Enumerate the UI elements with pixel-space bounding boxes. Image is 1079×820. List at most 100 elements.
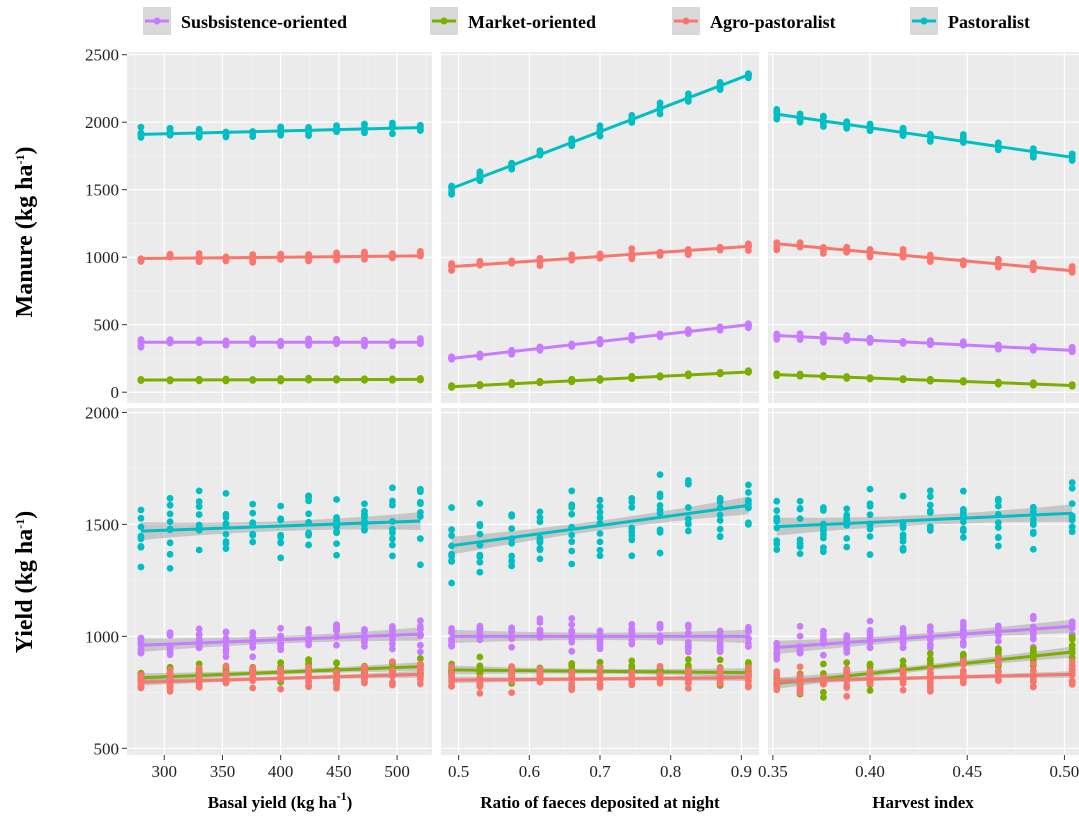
data-point bbox=[926, 507, 934, 515]
y-tick-label: 500 bbox=[94, 739, 120, 758]
panel-background bbox=[127, 408, 432, 755]
facet-panels bbox=[127, 52, 1079, 755]
data-point bbox=[166, 550, 174, 558]
data-point bbox=[1029, 508, 1037, 515]
series-group bbox=[448, 614, 752, 656]
data-point bbox=[819, 112, 827, 120]
data-point bbox=[926, 501, 934, 509]
data-point bbox=[476, 662, 484, 670]
data-point bbox=[684, 504, 692, 511]
data-point bbox=[899, 668, 907, 675]
data-point bbox=[277, 531, 285, 539]
data-point bbox=[195, 498, 203, 505]
data-point bbox=[866, 644, 874, 652]
data-point bbox=[195, 630, 203, 638]
data-point bbox=[361, 500, 368, 508]
data-point bbox=[959, 534, 967, 541]
data-point bbox=[249, 653, 257, 661]
data-point bbox=[166, 629, 174, 637]
y-tick-label: 2000 bbox=[85, 403, 119, 422]
data-point bbox=[568, 503, 576, 511]
data-point bbox=[819, 651, 827, 659]
data-point bbox=[568, 560, 576, 568]
x-tick-label: 0.5 bbox=[448, 762, 469, 781]
x-axis-title: Harvest index bbox=[872, 793, 974, 812]
series-group bbox=[773, 612, 1076, 663]
data-point bbox=[773, 514, 781, 522]
data-point bbox=[476, 689, 484, 697]
x-tick-label: 400 bbox=[268, 762, 294, 781]
data-point bbox=[745, 481, 752, 489]
data-point bbox=[389, 635, 396, 643]
data-point bbox=[137, 342, 145, 350]
data-point bbox=[994, 658, 1002, 666]
data-point bbox=[773, 668, 781, 676]
data-point bbox=[596, 670, 604, 678]
data-point bbox=[476, 530, 484, 538]
data-point bbox=[773, 655, 781, 663]
data-point bbox=[137, 648, 145, 656]
data-point bbox=[716, 517, 724, 524]
data-point bbox=[628, 245, 636, 253]
y-axis-titles: Manure (kg ha-1) Yield (kg ha-1) bbox=[12, 147, 38, 654]
data-point bbox=[166, 649, 174, 656]
series-group bbox=[448, 320, 752, 363]
data-point bbox=[195, 546, 203, 554]
data-point bbox=[137, 523, 145, 531]
data-point bbox=[277, 685, 285, 693]
data-point bbox=[277, 632, 285, 640]
data-point bbox=[166, 501, 174, 509]
data-point bbox=[628, 626, 636, 634]
data-point bbox=[305, 625, 313, 633]
x-tick-label: 0.40 bbox=[855, 762, 885, 781]
data-point bbox=[959, 641, 967, 649]
legend-item: Agro-pastoralist bbox=[672, 7, 836, 35]
data-point bbox=[899, 680, 907, 687]
data-point bbox=[866, 533, 874, 540]
data-point bbox=[796, 536, 804, 544]
data-point bbox=[249, 531, 257, 539]
series-group bbox=[137, 248, 424, 266]
data-point bbox=[796, 622, 804, 630]
data-point bbox=[684, 624, 692, 631]
data-point bbox=[819, 338, 827, 346]
data-point bbox=[448, 642, 455, 650]
data-point bbox=[476, 624, 484, 631]
x-axis-title: Ratio of faeces deposited at night bbox=[480, 793, 720, 812]
regression-line bbox=[140, 254, 421, 261]
series-group bbox=[448, 70, 752, 198]
data-point bbox=[1068, 680, 1076, 688]
legend: Susbsistence-oriented Market-oriented Agro… bbox=[143, 7, 1030, 35]
data-point bbox=[476, 522, 484, 530]
regression-line bbox=[451, 244, 749, 269]
data-point bbox=[448, 663, 455, 670]
data-point bbox=[166, 494, 174, 502]
data-point bbox=[568, 660, 576, 668]
data-point bbox=[843, 505, 851, 513]
data-point bbox=[222, 530, 230, 538]
legend-item: Pastoralist bbox=[910, 7, 1030, 35]
facet-panel bbox=[441, 408, 759, 755]
x-tick-label: 0.8 bbox=[660, 762, 681, 781]
data-point bbox=[866, 511, 874, 519]
data-point bbox=[249, 519, 257, 527]
regression-line bbox=[776, 511, 1073, 529]
data-point bbox=[416, 535, 424, 543]
y-tick-label: 1500 bbox=[85, 515, 119, 534]
regression-line bbox=[776, 242, 1073, 273]
data-point bbox=[389, 552, 396, 560]
data-point bbox=[959, 261, 967, 269]
data-point bbox=[137, 542, 145, 550]
data-point bbox=[166, 669, 174, 677]
data-point bbox=[745, 627, 752, 635]
data-point bbox=[716, 656, 724, 664]
data-point bbox=[656, 638, 664, 646]
x-tick-label: 0.9 bbox=[731, 762, 752, 781]
data-point bbox=[222, 653, 230, 661]
data-point bbox=[536, 555, 544, 563]
data-point bbox=[745, 497, 752, 504]
x-tick-label: 500 bbox=[384, 762, 410, 781]
data-point bbox=[596, 627, 604, 635]
data-point bbox=[389, 525, 396, 533]
data-point bbox=[899, 531, 907, 539]
